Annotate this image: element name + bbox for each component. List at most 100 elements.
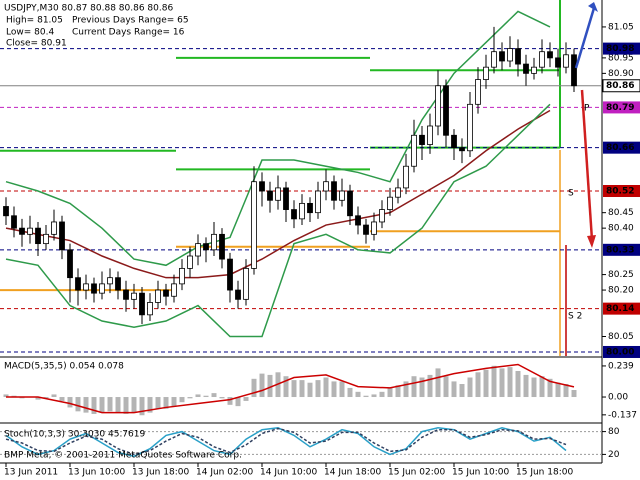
level-tag <box>603 101 640 114</box>
candle-body <box>475 79 481 105</box>
candle-body <box>507 48 513 62</box>
macd-bar <box>283 376 289 398</box>
candle-body <box>155 289 161 303</box>
macd-bar <box>243 397 249 401</box>
level-label: 80.14 <box>606 304 634 314</box>
macd-bar <box>3 394 9 398</box>
x-tick-label: 15 Jun 18:00 <box>516 468 573 478</box>
macd-bar <box>515 371 521 398</box>
candle-body <box>379 209 385 223</box>
macd-bar <box>531 377 537 398</box>
info-text: High= 81.05 <box>6 16 63 26</box>
candle-body <box>19 227 25 235</box>
chart-title: USDJPY,M30 80.87 80.88 80.86 80.86 <box>4 4 173 14</box>
candle-body <box>43 233 49 245</box>
macd-bar <box>147 397 153 413</box>
macd-bar <box>499 368 505 398</box>
level-label: 80.33 <box>606 245 634 255</box>
candle-body <box>211 233 217 251</box>
macd-bar <box>203 395 209 398</box>
macd-bar <box>83 397 89 413</box>
candle-body <box>307 202 313 214</box>
y-tick-label: 81.05 <box>608 22 634 32</box>
macd-bar <box>419 377 425 398</box>
candle-body <box>355 215 361 226</box>
x-tick-label: 15 Jun 10:00 <box>452 468 509 478</box>
candle-body <box>371 221 377 235</box>
y-tick-label: -0.137 <box>608 410 637 420</box>
candle-body <box>147 302 153 316</box>
macd-bar <box>251 378 257 398</box>
info-text: Close= 80.91 <box>6 39 67 49</box>
candle-body <box>107 277 113 285</box>
info-text: Previous Days Range= 65 <box>72 16 189 26</box>
candle-body <box>283 187 289 210</box>
macd-bar <box>75 397 81 412</box>
y-tick-label: 80.40 <box>608 224 634 234</box>
macd-bar <box>339 381 345 398</box>
candle-body <box>179 267 185 285</box>
macd-bar <box>443 376 449 398</box>
candle-body <box>11 215 17 229</box>
level-tag <box>603 302 640 315</box>
candle-body <box>299 202 305 220</box>
candle-body <box>171 283 177 297</box>
macd-bar <box>371 394 377 398</box>
candle-body <box>235 289 241 300</box>
level-tag <box>602 79 640 93</box>
macd-bar <box>315 380 321 398</box>
macd-bar <box>387 387 393 398</box>
x-tick-label: 13 Jun 18:00 <box>132 468 189 478</box>
signal-line <box>6 363 575 414</box>
candle-body <box>227 258 233 291</box>
candle-body <box>99 283 105 294</box>
candle-body <box>27 227 33 235</box>
y-tick-label: 0.239 <box>608 361 634 371</box>
macd-bar <box>43 397 49 399</box>
macd-bar <box>483 369 489 398</box>
macd-bar <box>563 384 569 398</box>
candle-body <box>531 66 537 74</box>
level-tag <box>603 243 640 256</box>
macd-bar <box>427 374 433 398</box>
candle-body <box>443 85 449 136</box>
candle-body <box>483 66 489 80</box>
macd-bar <box>451 381 457 398</box>
macd-bar <box>171 397 177 407</box>
candle-body <box>195 243 201 257</box>
x-tick-label: 14 Jun 18:00 <box>324 468 381 478</box>
level-tag <box>603 345 640 358</box>
x-tick-label: 14 Jun 10:00 <box>260 468 317 478</box>
candle-body <box>115 277 121 291</box>
macd-bar <box>235 397 241 407</box>
candle-body <box>83 283 89 291</box>
pivot-label: P <box>584 104 590 114</box>
macd-bar <box>187 397 193 399</box>
macd-bar <box>211 393 217 398</box>
candle-body <box>35 227 41 245</box>
macd-bar <box>491 365 497 398</box>
candle-body <box>267 190 273 201</box>
candle-body <box>515 48 521 65</box>
candle-body <box>315 190 321 214</box>
macd-bar <box>347 387 353 398</box>
x-tick-label: 13 Jun 2011 <box>4 468 58 478</box>
candle-body <box>331 181 337 201</box>
y-tick-label: 80.95 <box>608 53 634 63</box>
overlay-line <box>5 109 551 279</box>
macd-bar <box>411 376 417 398</box>
macd-bar <box>379 391 385 398</box>
candle-body <box>403 165 409 189</box>
candle-body <box>411 134 417 167</box>
candle-body <box>75 277 81 291</box>
macd-bar <box>555 382 561 398</box>
candle-body <box>459 147 465 152</box>
stoch-main <box>5 427 567 458</box>
macd-bar <box>107 397 113 412</box>
candle-body <box>131 292 137 300</box>
macd-bar <box>155 397 161 409</box>
level-label: 80.66 <box>606 143 634 153</box>
candle-body <box>323 181 329 192</box>
y-tick-label: 80.20 <box>608 286 634 296</box>
